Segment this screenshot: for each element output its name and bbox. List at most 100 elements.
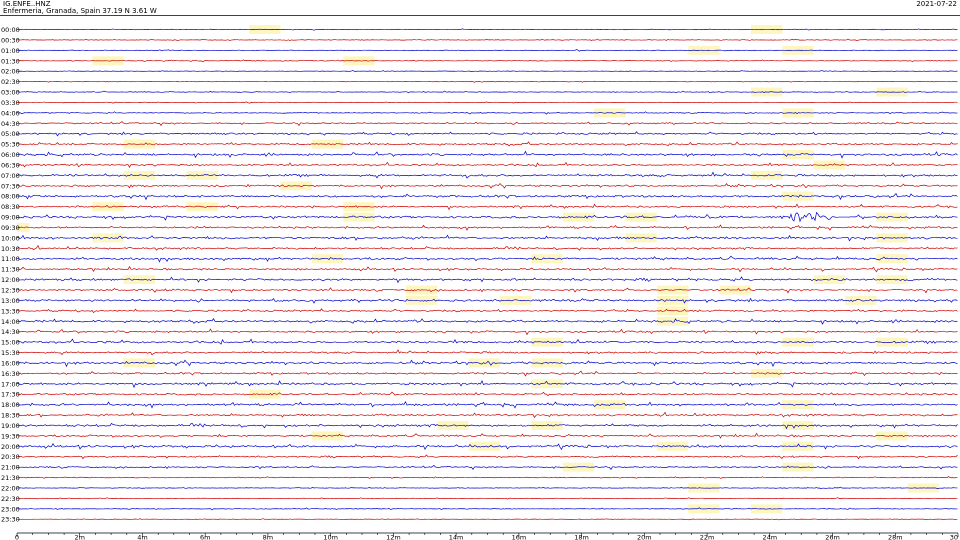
trace-22:00	[16, 486, 958, 490]
trace-13:00	[16, 297, 958, 304]
station-location: Enfermeria, Granada, Spain 37.19 N 3.61 …	[3, 7, 157, 15]
trace-14:00	[16, 318, 958, 325]
trace-06:30	[16, 161, 958, 168]
x-tick-label-20: 20m	[637, 534, 652, 540]
row-label-15:00: 15:00	[1, 339, 20, 347]
trace-21:30	[16, 476, 958, 480]
highlight-18:00-0	[594, 400, 626, 410]
x-axis: 0 2m 4m 6m 8m 10m 12m 14m 16m 18m 20m 22m 24m 26m 28m 3…	[0, 15, 960, 540]
row-label-23:30: 23:30	[1, 516, 20, 524]
trace-04:00	[16, 111, 958, 115]
x-tick-label-30: 30	[950, 534, 958, 540]
trace-10:00	[16, 234, 958, 242]
row-label-09:00: 09:00	[1, 214, 20, 222]
row-label-22:30: 22:30	[1, 495, 20, 503]
row-label-12:30: 12:30	[1, 287, 20, 295]
row-label-00:00: 00:00	[1, 26, 20, 34]
x-tick-label-16: 16m	[512, 534, 527, 540]
row-label-00:30: 00:30	[1, 36, 20, 44]
trace-11:00	[16, 255, 958, 263]
highlight-19:00-2	[782, 421, 814, 430]
highlight-09:00-2	[625, 212, 657, 222]
trace-17:00	[16, 379, 958, 389]
trace-20:00	[16, 442, 958, 451]
trace-13:30	[16, 308, 958, 313]
trace-16:00	[16, 359, 958, 368]
row-label-11:30: 11:30	[1, 266, 20, 274]
row-label-10:00: 10:00	[1, 234, 20, 242]
row-label-14:30: 14:30	[1, 328, 20, 336]
row-label-14:00: 14:00	[1, 318, 20, 326]
row-label-01:30: 01:30	[1, 57, 20, 65]
trace-19:00	[16, 422, 958, 430]
trace-09:30	[16, 224, 958, 231]
trace-18:00	[16, 400, 958, 409]
trace-16:30	[16, 370, 958, 377]
row-label-16:00: 16:00	[1, 359, 20, 367]
trace-02:30	[16, 80, 958, 83]
row-label-09:30: 09:30	[1, 224, 20, 232]
row-label-01:00: 01:00	[1, 47, 20, 55]
row-label-20:30: 20:30	[1, 453, 20, 461]
highlight-20:00-1	[656, 441, 689, 451]
row-label-13:30: 13:30	[1, 307, 20, 315]
row-label-06:30: 06:30	[1, 162, 20, 170]
trace-11:30	[16, 265, 958, 273]
row-label-17:00: 17:00	[1, 380, 20, 388]
x-tick-label-10: 10m	[323, 534, 338, 540]
row-label-08:30: 08:30	[1, 203, 20, 211]
header: IG.ENFE..HNZ Enfermeria, Granada, Spain …	[0, 0, 960, 16]
x-tick-label-14: 14m	[449, 534, 464, 540]
x-tick-label-22: 22m	[700, 534, 715, 540]
trace-22:30	[16, 497, 958, 500]
row-label-13:00: 13:00	[1, 297, 20, 305]
trace-05:00	[16, 131, 958, 137]
trace-10:30	[16, 244, 958, 251]
highlight-14:00-0	[656, 316, 689, 326]
trace-08:00	[16, 192, 958, 201]
x-tick-label-2: 2m	[74, 534, 84, 540]
trace-08:30	[16, 203, 958, 211]
trace-23:30	[16, 518, 958, 521]
trace-15:00	[16, 338, 958, 345]
x-tick-label-0: 0	[15, 534, 19, 540]
trace-00:30	[16, 38, 958, 42]
highlight-17:00-0	[531, 379, 563, 389]
date-label: 2021-07-22	[916, 0, 957, 8]
x-tick-label-12: 12m	[386, 534, 401, 540]
row-label-19:30: 19:30	[1, 432, 20, 440]
row-label-18:00: 18:00	[1, 401, 20, 409]
x-tick-label-18: 18m	[574, 534, 589, 540]
highlight-12:30-1	[656, 285, 689, 295]
x-tick-label-28: 28m	[888, 534, 903, 540]
x-tick-label-4: 4m	[137, 534, 147, 540]
trace-12:30	[16, 287, 958, 294]
row-label-05:00: 05:00	[1, 130, 20, 138]
row-label-21:00: 21:00	[1, 464, 20, 472]
row-label-04:00: 04:00	[1, 109, 20, 117]
row-label-16:30: 16:30	[1, 370, 20, 378]
x-tick-label-24: 24m	[762, 534, 777, 540]
row-label-07:00: 07:00	[1, 172, 20, 180]
trace-19:30	[16, 432, 958, 439]
trace-01:30	[16, 59, 958, 63]
row-label-23:00: 23:00	[1, 505, 20, 513]
x-tick-label-8: 8m	[263, 534, 273, 540]
row-label-03:30: 03:30	[1, 99, 20, 107]
highlight-06:30-0	[813, 160, 846, 170]
trace-15:30	[16, 349, 958, 356]
trace-02:00	[16, 69, 958, 73]
row-label-03:00: 03:00	[1, 89, 20, 97]
trace-20:30	[16, 454, 958, 460]
row-label-18:30: 18:30	[1, 412, 20, 420]
highlight-20:00-2	[782, 441, 814, 451]
row-label-04:30: 04:30	[1, 120, 20, 128]
highlight-13:00-1	[500, 295, 532, 305]
trace-07:30	[16, 183, 958, 190]
row-label-19:00: 19:00	[1, 422, 20, 430]
row-label-02:30: 02:30	[1, 78, 20, 86]
trace-05:30	[16, 141, 958, 147]
row-label-02:00: 02:00	[1, 68, 20, 76]
row-label-07:30: 07:30	[1, 182, 20, 190]
